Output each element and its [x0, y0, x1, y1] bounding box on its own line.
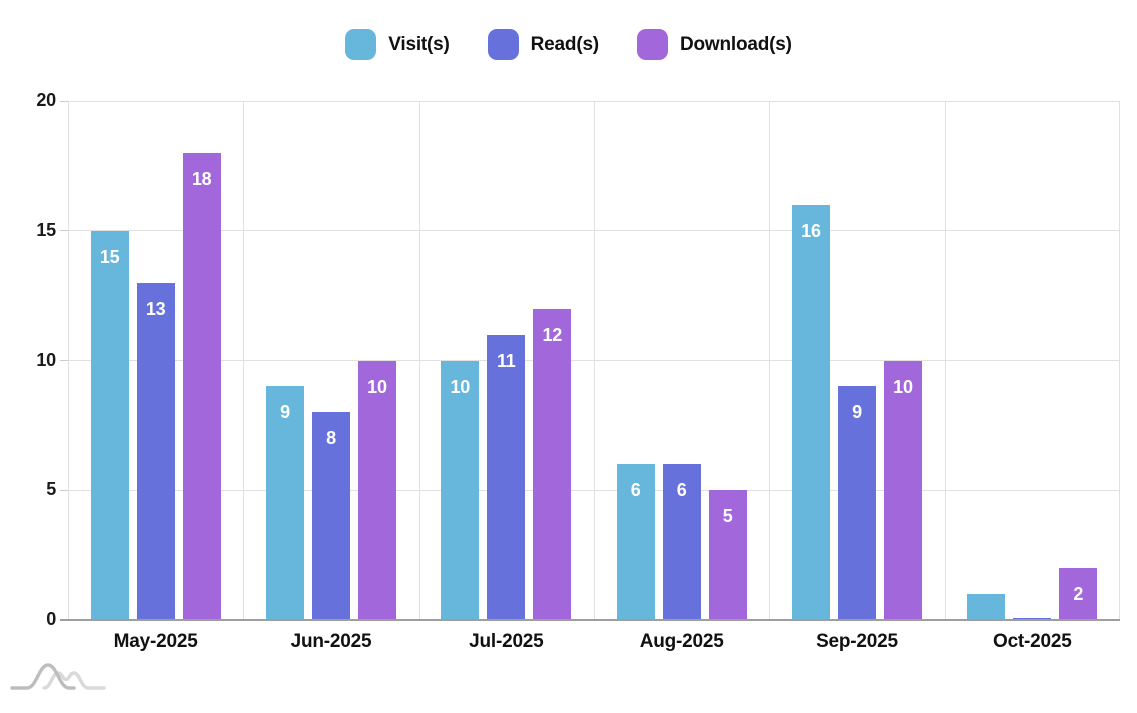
y-tick-label: 0 [46, 609, 56, 629]
gridline [769, 101, 771, 620]
bar-group-aug-2025: 6 6 5 [594, 101, 769, 620]
bar-value-label: 9 [852, 402, 862, 423]
gridline [1119, 101, 1120, 620]
bar-download-sep-2025[interactable]: 10 [883, 360, 922, 620]
x-category-label: Oct-2025 [992, 631, 1072, 652]
gridline [594, 101, 595, 620]
y-tick-label: 5 [46, 479, 56, 500]
bar-download-jul-2025[interactable]: 12 [533, 308, 572, 620]
bar-group-sep-2025: 16 9 10 [769, 101, 944, 620]
bar-visit-sep-2025[interactable]: 16 [791, 204, 830, 620]
bar-read-may-2025[interactable]: 13 [136, 282, 175, 620]
plot-area: 151318981010111266516910102 [60, 100, 1120, 621]
bar-visit-aug-2025[interactable]: 6 [616, 464, 655, 620]
bar-value-label: 10 [367, 376, 387, 397]
bar-visit-may-2025[interactable]: 15 [90, 230, 129, 620]
legend-label: Read(s) [530, 33, 599, 55]
bar-value-label: 12 [542, 324, 563, 345]
download-swatch-icon [636, 29, 668, 60]
legend-item-download[interactable]: Download(s) [636, 29, 792, 60]
x-category-label: Jul-2025 [469, 631, 544, 652]
legend-label: Visit(s) [388, 33, 450, 55]
bar-download-oct-2025[interactable]: 2 [1059, 568, 1098, 620]
bar-download-jun-2025[interactable]: 10 [357, 360, 396, 620]
y-tick-mark [60, 489, 68, 491]
y-tick-mark [60, 100, 68, 102]
gridline [243, 101, 245, 620]
bar-value-label: 10 [450, 376, 471, 397]
y-tick-label: 20 [36, 90, 56, 110]
bar-read-jun-2025[interactable]: 8 [311, 412, 350, 620]
y-tick-mark [60, 230, 68, 232]
legend-label: Download(s) [679, 33, 792, 55]
y-tick-label: 15 [36, 219, 56, 240]
bar-value-label: 18 [191, 168, 212, 189]
legend: Visit(s) Read(s) Download(s) [0, 29, 1137, 60]
bar-value-label: 8 [326, 428, 336, 449]
x-category-label: Aug-2025 [639, 631, 724, 652]
gridline [418, 101, 420, 620]
bar-value-label: 2 [1073, 584, 1084, 605]
bar-group-oct-2025: 102 [945, 101, 1120, 620]
bar-group-jun-2025: 9 8 10 [243, 101, 418, 620]
bar-value-label: 11 [496, 350, 516, 371]
x-category-label: May-2025 [113, 631, 198, 652]
bar-value-label: 9 [280, 402, 290, 423]
bar-read-jul-2025[interactable]: 11 [487, 334, 526, 620]
legend-item-visit[interactable]: Visit(s) [345, 29, 450, 60]
bar-value-label: 6 [676, 480, 687, 501]
x-axis-line [60, 619, 1120, 621]
bar-group-may-2025: 15 13 18 [68, 101, 243, 620]
bar-visit-oct-2025[interactable]: 1 [967, 594, 1006, 620]
bar-read-aug-2025[interactable]: 6 [662, 464, 701, 620]
bar-read-sep-2025[interactable]: 9 [837, 386, 876, 620]
bar-value-label: 13 [145, 298, 166, 319]
bar-group-jul-2025: 10 11 12 [419, 101, 594, 620]
bar-visit-jun-2025[interactable]: 9 [265, 386, 304, 620]
x-category-label: Sep-2025 [816, 631, 898, 652]
y-tick-label: 10 [36, 349, 56, 370]
bar-download-may-2025[interactable]: 18 [182, 152, 221, 620]
legend-item-read[interactable]: Read(s) [487, 29, 599, 60]
bar-download-aug-2025[interactable]: 5 [708, 490, 747, 620]
gridline [68, 101, 69, 620]
bar-value-label: 5 [722, 506, 733, 527]
visit-swatch-icon [345, 29, 377, 60]
bar-value-label: 16 [801, 220, 821, 241]
amcharts-logo-icon[interactable] [8, 658, 110, 700]
x-category-label: Jun-2025 [290, 631, 372, 652]
read-swatch-icon [487, 29, 519, 60]
bar-visit-jul-2025[interactable]: 10 [441, 360, 480, 620]
gridline [944, 101, 946, 620]
bar-value-label: 15 [99, 246, 120, 267]
bar-value-label: 6 [630, 480, 641, 501]
y-tick-mark [60, 360, 68, 361]
bar-value-label: 10 [893, 376, 913, 397]
